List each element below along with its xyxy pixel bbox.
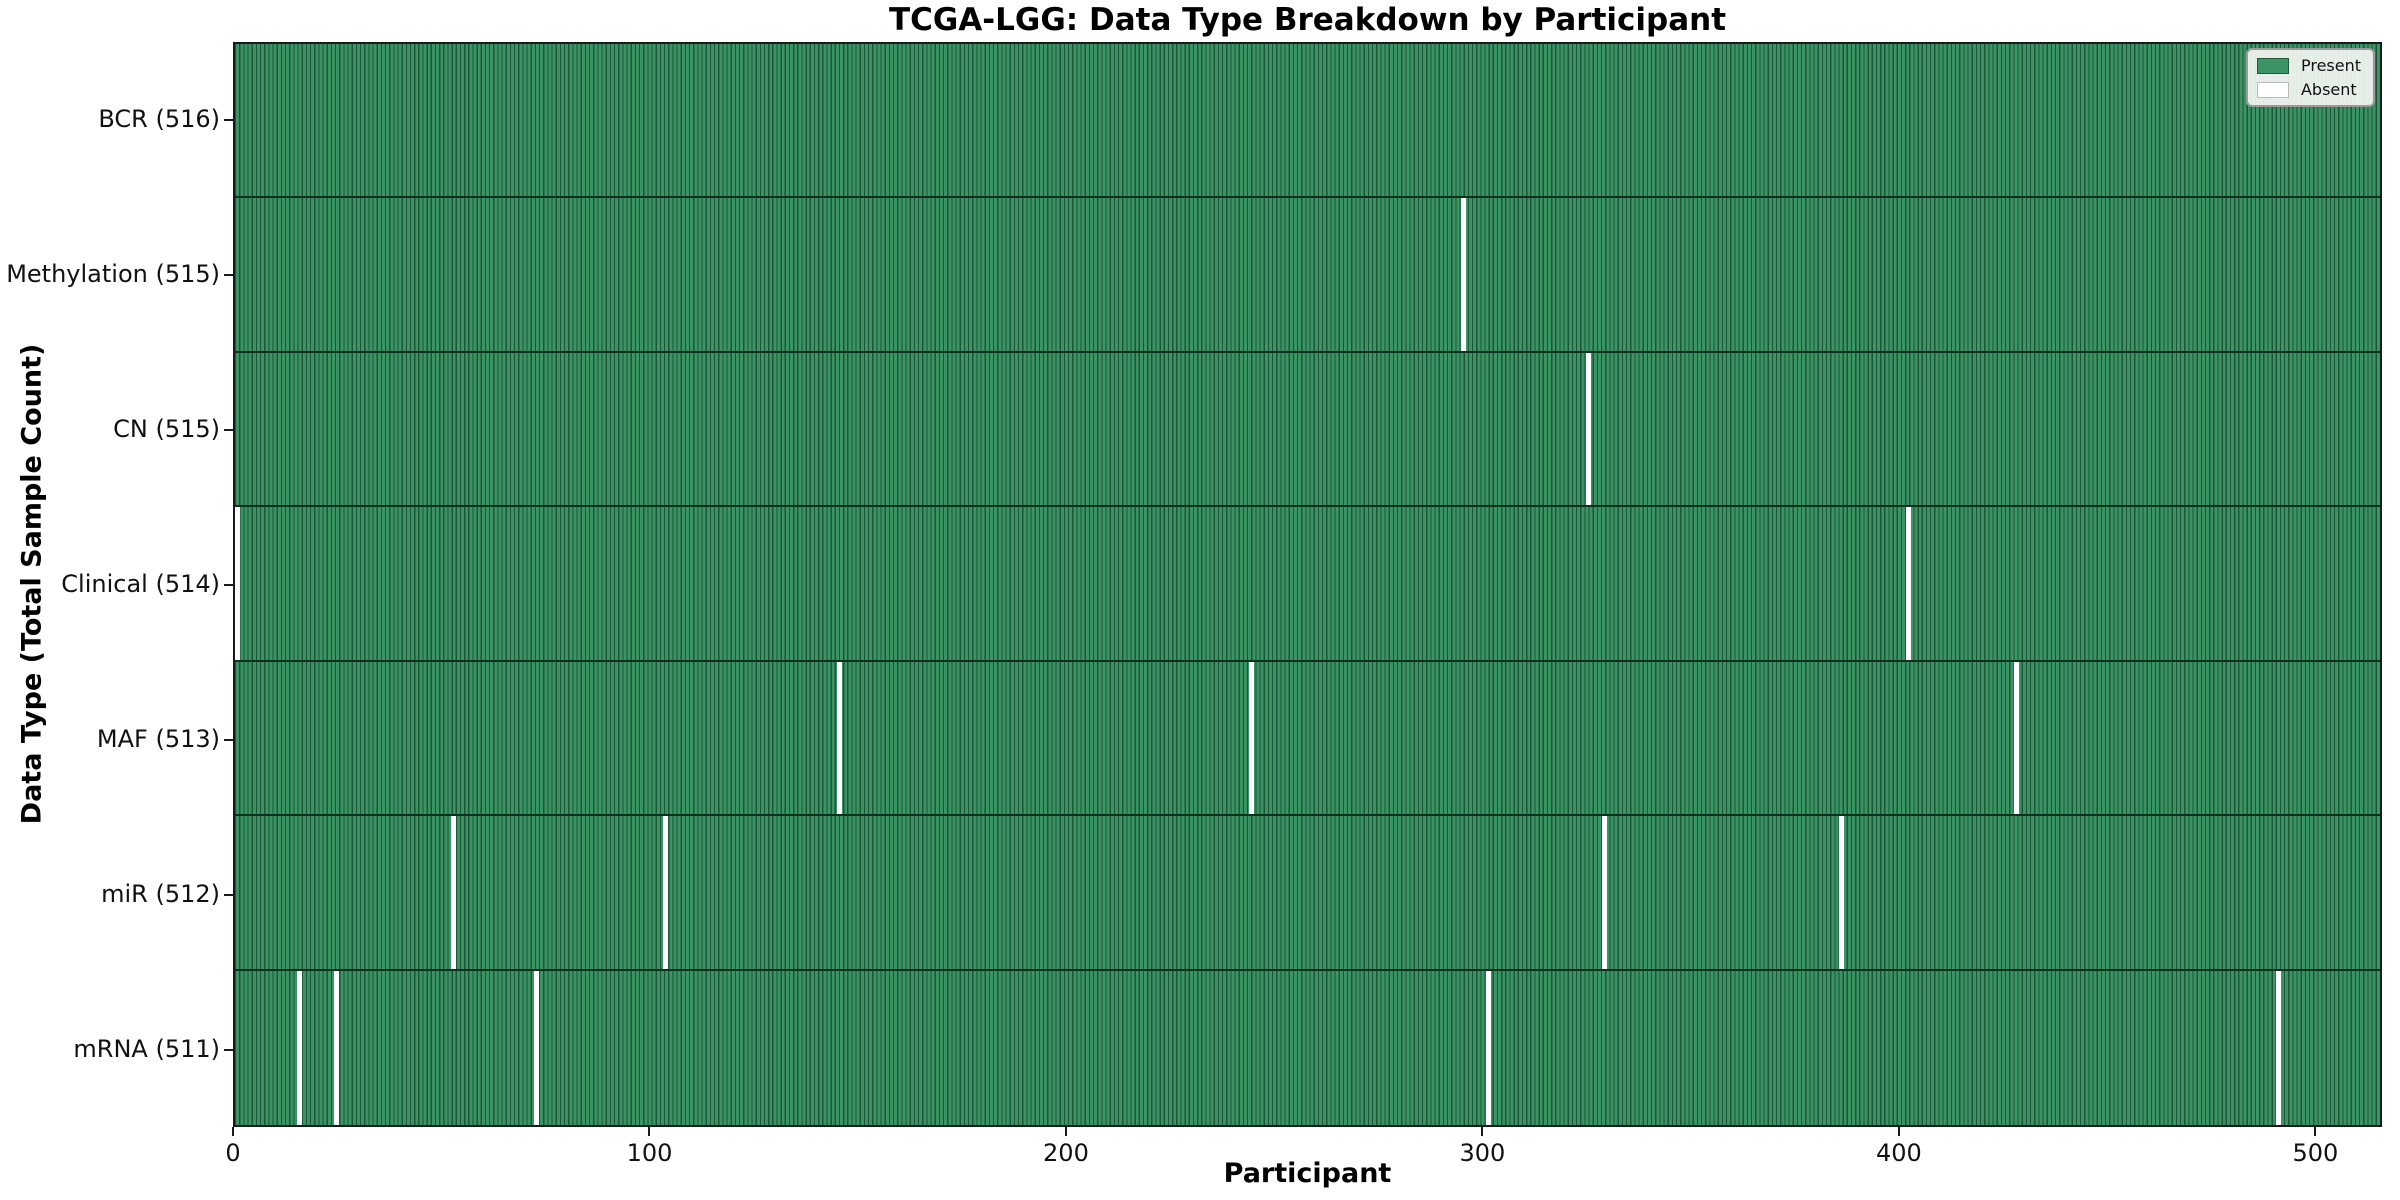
y-tick-mark (224, 738, 233, 741)
x-tick-label: 0 (225, 1139, 241, 1167)
absent-gap (1485, 970, 1491, 1125)
absent-gap (1248, 661, 1254, 815)
legend-label: Present (2300, 56, 2361, 75)
heatmap-row-BCR (235, 44, 2380, 199)
y-tick-mark (224, 893, 233, 896)
heatmap-row-MAF (235, 661, 2380, 817)
x-tick-mark (232, 1127, 234, 1136)
x-tick-label: 200 (1043, 1139, 1089, 1167)
y-tick-mark (224, 428, 233, 431)
x-tick-label: 400 (1875, 1139, 1922, 1167)
absent-gap (1905, 507, 1911, 660)
absent-gap (1839, 816, 1845, 969)
y-tick-label: CN (515) (113, 414, 220, 443)
legend-swatch-icon (2256, 81, 2289, 98)
legend-label: Absent (2300, 80, 2357, 99)
heatmap-row-Methylation (235, 198, 2380, 353)
x-tick-mark (1064, 1127, 1067, 1136)
absent-gap (2013, 661, 2019, 815)
absent-gap (837, 661, 843, 815)
y-tick-label: Clinical (514) (61, 569, 220, 598)
legend-swatch-icon (2256, 57, 2289, 74)
x-tick-mark (2314, 1127, 2317, 1136)
chart-title: TCGA-LGG: Data Type Breakdown by Partici… (888, 2, 1727, 38)
y-tick-label: miR (512) (101, 879, 220, 908)
absent-gap (234, 507, 240, 660)
heatmap-row-CN (235, 352, 2380, 508)
plot-area: Present Absent (233, 42, 2382, 1127)
absent-gap (334, 970, 340, 1125)
legend-item-absent: Absent (2256, 80, 2361, 99)
absent-gap (1460, 198, 1466, 351)
y-tick-mark (224, 273, 233, 276)
x-axis-label: Participant (1223, 1158, 1392, 1189)
absent-gap (450, 816, 456, 969)
x-tick-mark (1897, 1127, 1900, 1136)
heatmap-row-Clinical (234, 507, 2380, 662)
absent-gap (533, 970, 539, 1125)
absent-gap (2275, 970, 2281, 1125)
x-tick-mark (648, 1127, 651, 1136)
heatmap-row-miR (235, 816, 2380, 971)
y-tick-label: mRNA (511) (73, 1034, 220, 1063)
absent-gap (296, 970, 302, 1125)
x-tick-label: 300 (1459, 1139, 1506, 1167)
y-tick-mark (224, 1048, 233, 1051)
x-tick-label: 100 (626, 1139, 673, 1167)
y-tick-label: MAF (513) (96, 724, 220, 753)
x-tick-mark (1481, 1127, 1484, 1136)
x-tick-label: 500 (2292, 1139, 2339, 1167)
y-tick-label: BCR (516) (98, 104, 220, 133)
absent-gap (662, 816, 668, 969)
absent-gap (1602, 816, 1608, 969)
y-tick-label: Methylation (515) (6, 259, 220, 288)
y-tick-mark (224, 583, 233, 586)
legend-item-present: Present (2256, 56, 2361, 75)
legend: Present Absent (2245, 48, 2375, 107)
heatmap-row-mRNA (235, 970, 2380, 1125)
y-tick-mark (224, 118, 233, 121)
absent-gap (1585, 352, 1591, 506)
